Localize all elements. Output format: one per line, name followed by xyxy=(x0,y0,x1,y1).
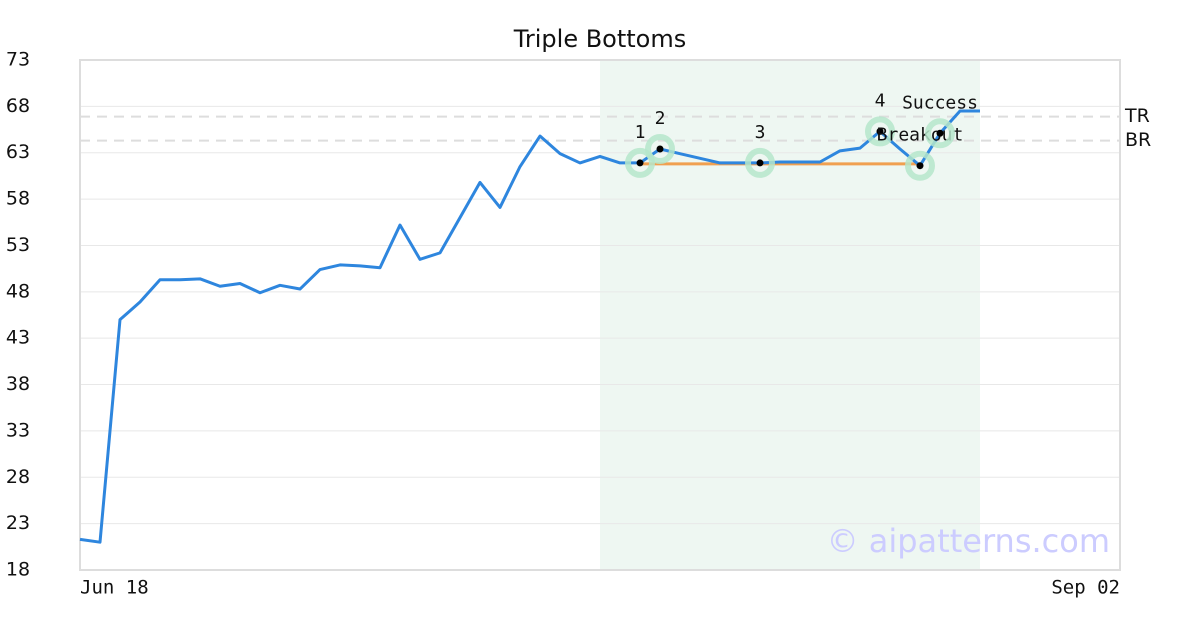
y-tick-label: 53 xyxy=(6,234,30,256)
y-tick-label: 48 xyxy=(6,280,30,302)
level-label: TR xyxy=(1124,105,1150,127)
point-dot xyxy=(936,129,944,137)
point-dot xyxy=(916,162,924,170)
y-tick-label: 38 xyxy=(6,373,30,395)
point-halo xyxy=(625,147,655,178)
level-label: BR xyxy=(1125,129,1151,151)
point-halo xyxy=(745,147,775,178)
point-dot xyxy=(876,127,884,135)
point-dot xyxy=(756,159,764,167)
y-tick-label: 73 xyxy=(6,49,30,71)
point-halo xyxy=(645,134,675,165)
price-line xyxy=(79,109,980,544)
y-tick-label: 33 xyxy=(6,419,30,441)
pattern-region xyxy=(600,60,980,570)
point-halo xyxy=(925,118,955,149)
y-tick-label: 63 xyxy=(6,141,30,163)
watermark: © aipatterns.com xyxy=(827,522,1110,560)
y-tick-label: 28 xyxy=(6,466,30,488)
chart-title: Triple Bottoms xyxy=(513,25,687,53)
point-label: Breakout xyxy=(877,125,964,146)
point-halo xyxy=(865,116,895,147)
point-label: Success xyxy=(902,92,978,113)
y-tick-label: 58 xyxy=(6,188,30,210)
y-tick-label: 43 xyxy=(6,327,30,349)
x-tick-label: Sep 02 xyxy=(1051,577,1120,599)
y-tick-label: 23 xyxy=(6,512,30,534)
point-halo xyxy=(905,150,935,181)
y-tick-label: 68 xyxy=(6,95,30,117)
point-dot xyxy=(636,159,644,167)
y-tick-label: 18 xyxy=(6,559,30,581)
point-label: 2 xyxy=(655,108,666,129)
x-tick-label: Jun 18 xyxy=(80,577,149,599)
plot-frame xyxy=(79,59,1121,571)
point-label: 1 xyxy=(635,122,646,143)
point-label: 3 xyxy=(755,122,766,143)
point-label: 4 xyxy=(875,90,886,111)
point-dot xyxy=(656,145,664,153)
